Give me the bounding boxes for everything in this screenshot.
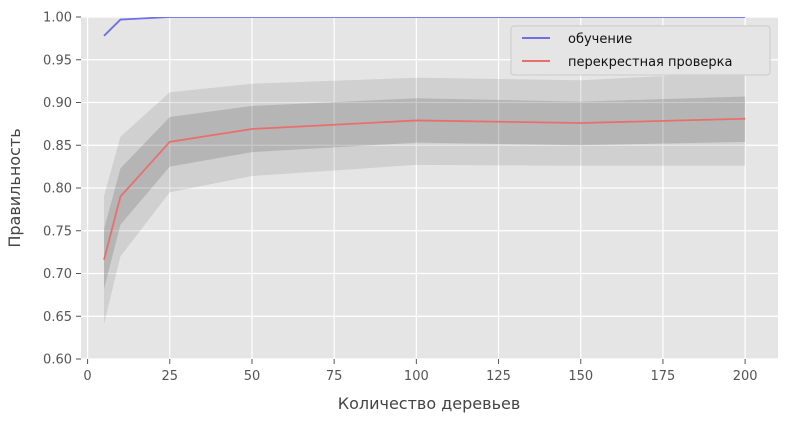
y-ticks: 0.60 0.65 0.70 0.75 0.80 0.85 0.90 0.95 1.00 [43,11,81,368]
x-tick-label: 75 [326,369,343,384]
x-axis-label: Количество деревьев [338,394,521,413]
x-tick-label: 25 [161,369,178,384]
x-tick-label: 175 [651,369,676,384]
legend-label-training: обучение [568,32,632,47]
y-tick-label: 0.75 [43,224,72,239]
x-tick-label: 0 [83,369,91,384]
x-tick-label: 50 [244,369,261,384]
x-tick-label: 150 [568,369,593,384]
x-tick-label: 125 [486,369,511,384]
series-line-0 [103,17,746,37]
x-tick-label: 200 [733,369,758,384]
y-tick-label: 0.65 [43,310,72,325]
y-tick-label: 0.70 [43,267,72,282]
y-axis-label: Правильность [5,128,24,247]
legend: обучение перекрестная проверка [510,25,771,76]
series-lines [103,17,746,261]
x-ticks: 0 25 50 75 100 125 150 175 200 [83,359,758,384]
y-tick-label: 0.60 [43,353,72,368]
y-tick-label: 0.80 [43,182,72,197]
confidence-bands [104,71,746,324]
y-tick-label: 0.85 [43,139,72,154]
x-tick-label: 100 [404,369,429,384]
y-tick-label: 0.95 [43,53,72,68]
legend-box [510,25,771,76]
legend-label-cross-validation: перекрестная проверка [568,55,732,70]
y-tick-label: 0.90 [43,96,72,111]
band-1std [104,96,746,289]
y-tick-label: 1.00 [43,11,72,26]
band-2std [104,71,746,324]
series-line-1 [103,117,746,261]
